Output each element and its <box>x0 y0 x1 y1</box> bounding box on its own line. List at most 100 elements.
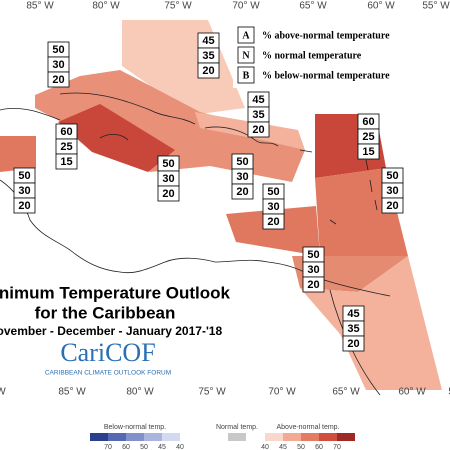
colorbar-swatch <box>228 433 246 441</box>
colorbar-swatch <box>265 433 283 441</box>
colorbar-tick: 45 <box>158 444 166 450</box>
probability-value: 30 <box>307 264 319 276</box>
colorbar-tick: 70 <box>333 444 341 450</box>
probability-value: 15 <box>60 156 72 168</box>
colorbar-swatch <box>283 433 301 441</box>
probability-value: 30 <box>386 185 398 197</box>
colorbar-tick: 45 <box>279 444 287 450</box>
legend-letter: B <box>243 70 250 81</box>
region <box>226 206 320 256</box>
colorbar-label: Above-normal temp. <box>276 424 339 431</box>
probability-value: 20 <box>386 200 398 212</box>
probability-cell <box>247 121 270 138</box>
probability-value: 45 <box>347 308 359 320</box>
colorbar-label: Below-normal temp. <box>104 424 166 431</box>
title-line: for the Caribbean <box>35 303 176 322</box>
coastline <box>0 92 313 153</box>
probability-cell <box>302 276 325 293</box>
probability-value: 30 <box>236 171 248 183</box>
probability-value: 50 <box>18 170 30 182</box>
probability-cell <box>197 62 220 79</box>
probability-cell <box>13 197 36 214</box>
probability-value: 50 <box>236 156 248 168</box>
title-line: Minimum Temperature Outlook <box>0 283 231 302</box>
region <box>0 136 36 172</box>
colorbar-swatch <box>90 433 108 441</box>
longitude-label: 85° W <box>58 387 86 398</box>
region <box>58 104 175 172</box>
legend-text: % normal temperature <box>262 50 362 61</box>
longitude-label: 70° W <box>232 1 260 12</box>
probability-value: 30 <box>162 173 174 185</box>
season: November - December - January 2017-'18 <box>0 324 222 338</box>
longitude-label: 55° W <box>448 387 450 398</box>
longitude-label: 60° W <box>367 1 395 12</box>
logo-name: CariCOF <box>60 338 155 367</box>
probability-value: 20 <box>162 188 174 200</box>
colorbar-tick: 50 <box>297 444 305 450</box>
colorbar-swatch <box>162 433 180 441</box>
probability-cell <box>357 143 380 160</box>
longitude-label: 70° W <box>268 387 296 398</box>
legend-text: % below-normal temperature <box>262 70 390 81</box>
probability-value: 30 <box>52 59 64 71</box>
longitude-label: 80° W <box>126 387 154 398</box>
probability-value: 20 <box>252 124 264 136</box>
probability-value: 35 <box>202 50 214 62</box>
colorbar-tick: 70 <box>104 444 112 450</box>
probability-value: 50 <box>162 158 174 170</box>
probability-cell <box>157 185 180 202</box>
longitude-label: 80° W <box>92 1 120 12</box>
probability-value: 20 <box>202 65 214 77</box>
chart-title: Minimum Temperature Outlook for the Cari… <box>0 283 231 338</box>
colorbar-swatch <box>301 433 319 441</box>
probability-value: 35 <box>347 323 359 335</box>
legend-text: % above-normal temperature <box>262 30 390 41</box>
longitude-label: 75° W <box>198 387 226 398</box>
colorbar-label: Normal temp. <box>216 424 258 431</box>
legend-letter: A <box>242 30 250 41</box>
colorbar-swatch <box>337 433 355 441</box>
probability-value: 60 <box>362 116 374 128</box>
probability-value: 20 <box>236 186 248 198</box>
probability-value: 45 <box>252 94 264 106</box>
colorbar-swatch <box>108 433 126 441</box>
probability-value: 45 <box>202 35 214 47</box>
longitude-label: 60° W <box>398 387 426 398</box>
probability-cell <box>262 213 285 230</box>
colorbar-swatch <box>126 433 144 441</box>
probability-cell <box>381 197 404 214</box>
probability-value: 60 <box>60 126 72 138</box>
probability-value: 15 <box>362 146 374 158</box>
colorbar-tick: 50 <box>140 444 148 450</box>
legend-key <box>237 26 255 44</box>
region <box>300 256 442 390</box>
probability-value: 25 <box>60 141 72 153</box>
longitude-label: 75° W <box>164 1 192 12</box>
longitude-label: 90° W <box>0 387 6 398</box>
probability-value: 50 <box>52 44 64 56</box>
probability-value: 20 <box>52 74 64 86</box>
probability-cell <box>47 71 70 88</box>
colorbar-swatch <box>319 433 337 441</box>
longitude-label: 65° W <box>332 387 360 398</box>
longitude-label: 65° W <box>299 1 327 12</box>
probability-cell <box>55 153 78 170</box>
probability-value: 20 <box>267 216 279 228</box>
probability-value: 50 <box>307 249 319 261</box>
probability-cell <box>231 183 254 200</box>
probability-value: 30 <box>267 201 279 213</box>
probability-value: 20 <box>18 200 30 212</box>
longitude-label: 55° W <box>422 1 450 12</box>
probability-cell <box>342 335 365 352</box>
probability-value: 35 <box>252 109 264 121</box>
probability-value: 30 <box>18 185 30 197</box>
probability-value: 50 <box>267 186 279 198</box>
colorbar-tick: 40 <box>176 444 184 450</box>
legend: A % above-normal temperature N % normal tem… <box>233 24 450 88</box>
colorbar-swatch <box>144 433 162 441</box>
probability-value: 25 <box>362 131 374 143</box>
colorbar-tick: 60 <box>315 444 323 450</box>
legend-frame <box>233 24 450 88</box>
